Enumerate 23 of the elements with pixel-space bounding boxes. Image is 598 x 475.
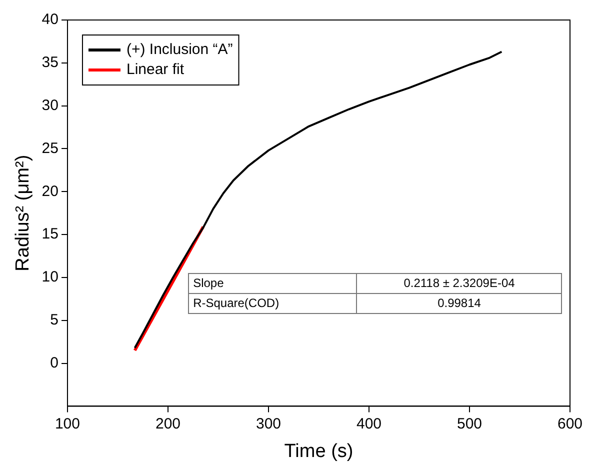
x-tick-label: 500 [456,415,482,432]
y-tick-label: 15 [42,226,58,243]
annotation: R-Square(COD) [188,293,357,314]
legend-label: Linear fit [126,61,185,78]
legend-label: (+) Inclusion “A” [126,41,233,58]
x-tick-label: 100 [54,415,80,432]
y-tick-label: 0 [50,354,58,372]
y-tick-label: 10 [42,268,58,286]
x-tick-label: 400 [356,415,382,432]
y-tick-label: 40 [42,11,58,28]
annotation: Slope [188,273,357,294]
annotation: 0.99814 [356,293,562,314]
y-tick-label: 5 [50,312,58,329]
y-tick-label: 30 [42,96,58,114]
x-tick-label: 300 [256,415,282,432]
x-tick-label: 600 [557,415,583,432]
annotation: 0.2118 ± 2.3209E-04 [356,273,562,294]
y-tick-label: 35 [42,54,58,72]
x-axis-title: Time (s) [284,440,354,462]
y-tick-label: 20 [42,182,58,200]
y-axis-title: Radius² (μm²) [12,154,34,272]
x-tick-label: 200 [155,415,181,432]
y-tick-label: 25 [42,140,58,157]
